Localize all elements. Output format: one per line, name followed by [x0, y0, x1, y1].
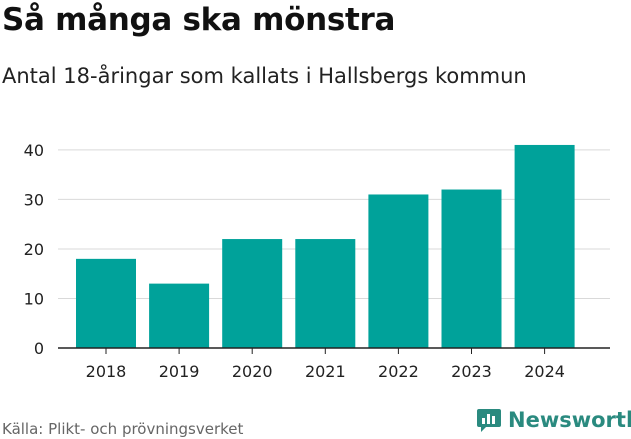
x-tick-label: 2024 [524, 362, 565, 381]
y-tick-label: 40 [24, 141, 44, 160]
brand-logo: Newsworthy [476, 407, 631, 433]
brand-name: Newsworthy [508, 408, 631, 432]
x-tick-label: 2020 [232, 362, 273, 381]
x-tick-label: 2018 [86, 362, 127, 381]
y-tick-label: 20 [24, 240, 44, 259]
bar-2020 [222, 239, 283, 348]
x-tick-label: 2022 [378, 362, 419, 381]
page-subtitle: Antal 18-åringar som kallats i Hallsberg… [2, 64, 527, 88]
page-title: Så många ska mönstra [2, 2, 396, 38]
x-axis-ticks: 2018 2019 2020 2021 2022 2023 2024 [86, 348, 565, 381]
bar-2021 [295, 239, 356, 348]
bar-2022 [368, 194, 429, 348]
bars [76, 144, 575, 348]
bar-2024 [514, 144, 575, 348]
source-note: Källa: Plikt- och prövningsverket [2, 420, 244, 438]
y-tick-label: 0 [34, 339, 44, 358]
y-axis-ticks: 0 10 20 30 40 [24, 141, 44, 358]
x-tick-label: 2019 [159, 362, 200, 381]
bar-2018 [76, 258, 136, 348]
bar-2023 [441, 189, 502, 348]
newsworthy-logo-icon [477, 409, 501, 432]
bar-2019 [149, 283, 210, 348]
x-tick-label: 2023 [451, 362, 492, 381]
y-tick-label: 30 [24, 190, 44, 209]
y-tick-label: 10 [24, 289, 44, 308]
x-tick-label: 2021 [305, 362, 346, 381]
bar-chart: 0 10 20 30 40 2018 2019 2020 2021 2022 2023 2024 [24, 141, 610, 381]
